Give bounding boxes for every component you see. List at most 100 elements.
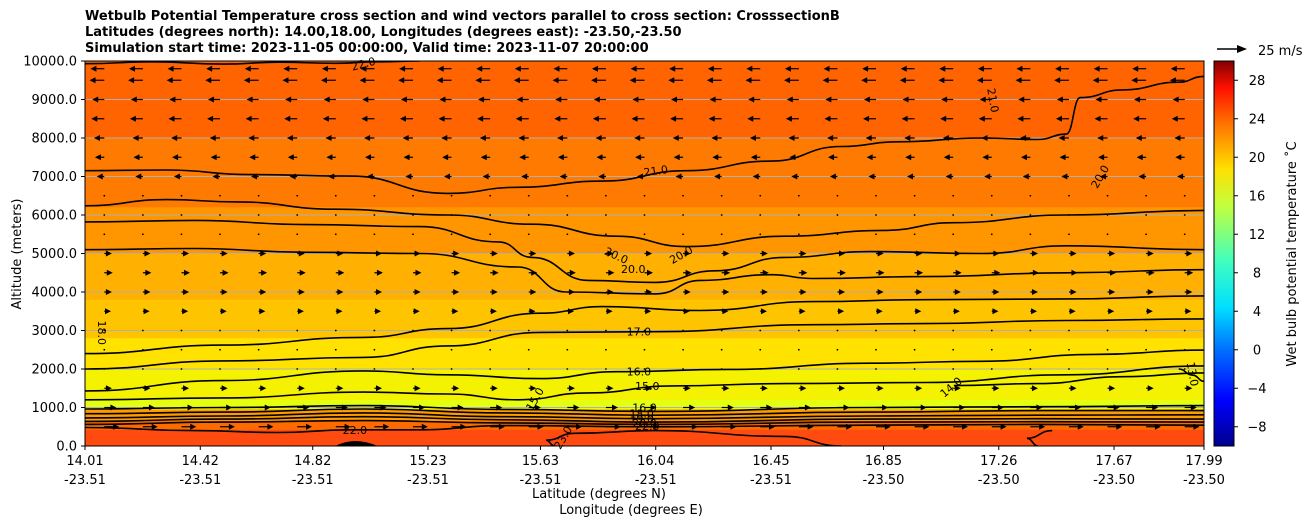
wind-vector-head	[669, 65, 676, 72]
wind-vector-head	[843, 404, 850, 411]
wind-vector-head	[1110, 269, 1117, 276]
wind-vector-head	[984, 173, 991, 180]
wind-vector-head	[761, 385, 768, 392]
colorbar-tick-label: 20	[1249, 151, 1266, 166]
wind-vector-head	[169, 96, 176, 103]
wind-vector-head	[714, 173, 721, 180]
x-axis-label-latitude: Latitude (degrees N)	[532, 487, 666, 502]
wind-vector-head	[904, 135, 911, 141]
wind-vector-head	[105, 289, 112, 295]
wind-vector-dot	[952, 348, 955, 351]
wind-vector-head	[187, 404, 194, 411]
wind-vector-dot	[990, 368, 993, 370]
wind-vector-head	[1170, 65, 1177, 72]
wind-vector-dot	[875, 214, 877, 216]
wind-vector-head	[607, 385, 614, 392]
wind-vector-head	[183, 250, 190, 257]
wind-vector-head	[364, 154, 371, 161]
wind-vector-head	[1077, 423, 1084, 430]
wind-vector-head	[399, 115, 406, 122]
wind-vector-head	[1172, 96, 1179, 103]
wind-vector-head	[453, 250, 460, 257]
wind-vector-dot	[566, 214, 569, 216]
x-tick-label-lat: 16.45	[752, 454, 789, 469]
wind-vector-head	[303, 404, 310, 411]
wind-vector-dot	[412, 194, 414, 197]
wind-vector-head	[221, 250, 228, 257]
wind-vector-dot	[605, 348, 607, 351]
wind-vector-dot	[759, 329, 762, 332]
wind-vector-dot	[952, 329, 955, 332]
wind-vector-dot	[605, 368, 607, 370]
contour-line-14	[953, 372, 1204, 387]
wind-vector-head	[569, 269, 576, 276]
wind-vector-head	[1185, 308, 1192, 315]
wind-vector-head	[491, 385, 498, 392]
wind-vector-dot	[141, 368, 144, 370]
wind-vector-head	[1116, 423, 1123, 430]
wind-vector-head	[943, 154, 950, 161]
quiver-key-arrowhead	[1237, 45, 1247, 53]
wind-vector-head	[1098, 154, 1105, 161]
wind-vector-dot	[412, 233, 414, 236]
x-tick-label-lon: -23.51	[750, 473, 792, 488]
wind-vector-head	[905, 154, 912, 161]
wind-vector-head	[915, 308, 922, 315]
wind-vector-head	[207, 115, 214, 122]
wind-vector-head	[1193, 423, 1200, 430]
y-tick-label: 7000.0	[32, 170, 78, 185]
wind-vector-head	[614, 423, 621, 430]
wind-vector-dot	[1145, 348, 1148, 351]
wind-vector-head	[1022, 173, 1029, 180]
wind-vector-head	[375, 385, 382, 392]
contour-label: 22.0	[635, 420, 660, 433]
wind-vector-head	[133, 154, 140, 161]
wind-vector-dot	[412, 214, 414, 216]
wind-vector-dot	[257, 348, 260, 351]
contour-line-20	[85, 219, 1204, 284]
wind-vector-dot	[1029, 368, 1032, 370]
wind-vector-dot	[527, 368, 530, 370]
colorbar-tick-label: 8	[1253, 266, 1261, 281]
wind-vector-head	[413, 308, 420, 315]
wind-vector-head	[824, 115, 831, 122]
wind-vector-head	[323, 96, 330, 103]
wind-vector-dot	[605, 329, 607, 332]
wind-vector-dot	[489, 194, 492, 197]
wind-vector-head	[804, 404, 811, 411]
wind-vector-head	[634, 135, 641, 141]
wind-vector-head	[298, 385, 305, 392]
wind-vector-head	[555, 96, 562, 103]
wind-vector-head	[646, 385, 653, 392]
wind-vector-head	[246, 96, 253, 103]
wind-vector-head	[607, 250, 614, 257]
wind-vector-head	[647, 269, 653, 276]
wind-vector-head	[1095, 96, 1102, 103]
wind-vector-dot	[412, 348, 414, 351]
wind-vector-head	[1031, 250, 1038, 257]
wind-vector-head	[383, 423, 390, 430]
wind-vector-head	[684, 250, 691, 257]
wind-vector-dot	[180, 368, 183, 370]
wind-vector-dot	[836, 329, 839, 332]
wind-vector-head	[650, 404, 657, 411]
x-tick-label-lon: -23.50	[1183, 473, 1225, 488]
wind-vector-dot	[836, 348, 839, 351]
wind-vector-head	[708, 115, 715, 122]
wind-vector-dot	[334, 233, 337, 236]
wind-vector-head	[480, 154, 487, 161]
wind-vector-head	[453, 289, 460, 295]
wind-vector-head	[876, 308, 883, 315]
wind-vector-head	[306, 423, 313, 430]
wind-vector-dot	[720, 348, 723, 351]
wind-vector-head	[684, 385, 691, 392]
wind-vector-dot	[489, 368, 492, 370]
wind-vector-dot	[373, 233, 376, 236]
x-tick-label-lon: -23.50	[978, 473, 1020, 488]
quiver-key: 25 m/s	[1217, 44, 1303, 59]
wind-vector-head	[207, 96, 214, 103]
wind-vector-head	[994, 269, 1001, 276]
y-axis-label: Altitude (meters)	[10, 199, 25, 310]
wind-vector-head	[338, 269, 345, 276]
wind-vector-head	[552, 77, 559, 84]
